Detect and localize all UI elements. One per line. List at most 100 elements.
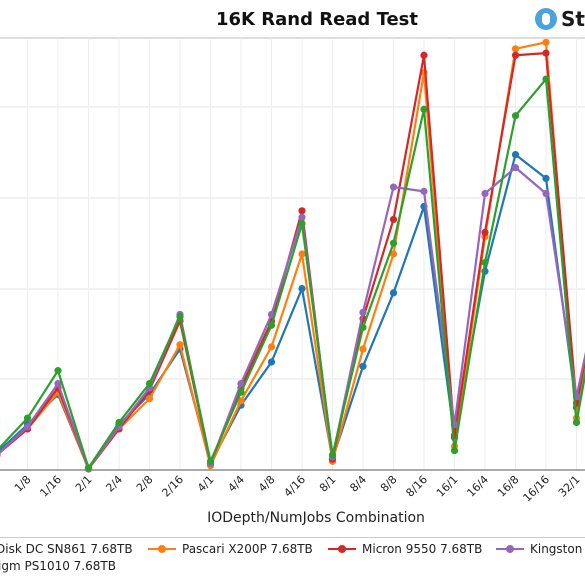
data-point (176, 313, 184, 321)
legend: Disk DC SN861 7.68TB Pascari X200P 7.68T… (0, 537, 585, 578)
data-point (420, 51, 428, 59)
data-point (389, 215, 398, 224)
x-tick-label: 8/1 (317, 473, 339, 495)
x-tick-label: 4/8 (256, 473, 278, 495)
x-tick-label: 16/8 (495, 473, 522, 500)
data-point (23, 423, 32, 431)
legend-label-pascari: Pascari X200P 7.68TB (182, 542, 313, 556)
data-point (267, 321, 276, 329)
x-axis-label: IODepth/NumJobs Combination (207, 510, 425, 526)
series-group (0, 38, 585, 473)
legend-item-sigm: igm PS1010 7.68TB (0, 559, 116, 573)
legend-swatch-pascari (148, 543, 176, 555)
data-point (511, 164, 520, 172)
data-point (54, 367, 62, 375)
data-point (359, 308, 367, 316)
brand-text: Sto (561, 7, 585, 31)
data-point (176, 341, 184, 349)
x-tick-label: 16/4 (464, 473, 491, 500)
data-point (84, 464, 93, 472)
data-point (0, 452, 1, 457)
x-tick-label: 8/4 (347, 473, 369, 495)
data-point (450, 446, 459, 455)
series-2 (0, 49, 585, 473)
brand-logo: Sto (535, 6, 585, 32)
x-tick-label: 4/16 (281, 473, 308, 500)
data-point (420, 105, 428, 113)
legend-label-kingston: Kingston (530, 542, 583, 556)
series-3 (0, 164, 585, 473)
data-point (389, 239, 398, 247)
legend-swatch-micron (328, 543, 356, 555)
x-tick-label: 2/4 (103, 473, 125, 495)
x-tick-label: 4/1 (195, 473, 217, 495)
legend-item-wd: Disk DC SN861 7.68TB (0, 542, 133, 556)
x-tick-label: 1/16 (37, 473, 64, 500)
legend-label-sigm: igm PS1010 7.68TB (0, 559, 116, 573)
storage-review-logo-icon (535, 8, 557, 30)
data-point (298, 213, 306, 221)
data-point (298, 220, 306, 228)
x-tick-label: 2/8 (134, 473, 156, 495)
data-point (389, 250, 398, 258)
x-tick-label: 2/16 (159, 473, 186, 500)
x-tick-labels: 1/4 1/8 1/16 2/1 2/4 2/8 2/16 4/1 4/4 4/8 4/16 8/1 8… (0, 473, 583, 505)
x-tick-label: 16/1 (434, 473, 461, 500)
data-point (328, 451, 337, 459)
data-point (359, 345, 367, 353)
series-line (0, 77, 585, 469)
x-tick-label: 8/8 (378, 473, 400, 495)
x-tick-label: 1/4 (0, 473, 3, 495)
series-line (0, 166, 585, 470)
data-point (511, 112, 520, 120)
data-point (145, 395, 154, 403)
data-point (481, 259, 489, 267)
legend-item-kingston: Kingston (496, 542, 582, 556)
data-point (359, 323, 367, 332)
x-tick-label: 2/1 (73, 473, 95, 495)
data-point (145, 380, 154, 388)
legend-label-micron: Micron 9550 7.68TB (362, 542, 483, 556)
legend-swatch-kingston (496, 543, 524, 555)
x-tick-label: 1/8 (12, 473, 34, 495)
data-point (481, 228, 489, 236)
legend-label-wd: Disk DC SN861 7.68TB (0, 542, 133, 556)
x-tick-label: 16/16 (521, 473, 553, 505)
data-point (54, 380, 62, 388)
data-point (298, 284, 306, 293)
data-point (237, 388, 245, 396)
data-point (542, 38, 550, 46)
data-point (267, 343, 276, 351)
legend-item-micron: Micron 9550 7.68TB (328, 542, 482, 556)
data-point (23, 414, 32, 422)
data-point (0, 448, 1, 453)
data-point (298, 207, 306, 215)
chart-title: 16K Rand Read Test (215, 9, 419, 30)
data-point (420, 187, 428, 195)
series-line (0, 52, 585, 470)
data-point (389, 183, 398, 191)
data-point (542, 49, 550, 57)
data-point (359, 362, 367, 370)
data-point (511, 151, 520, 159)
data-point (481, 189, 489, 198)
series-4 (0, 75, 585, 472)
data-point (298, 250, 306, 258)
data-point (115, 418, 123, 427)
data-point (542, 189, 550, 198)
x-tick-label: 4/4 (225, 473, 247, 495)
data-point (542, 75, 550, 83)
data-point (572, 418, 581, 427)
data-point (389, 289, 398, 297)
x-tick-label: 32/1 (556, 473, 583, 500)
data-point (237, 397, 245, 405)
data-point (511, 45, 520, 53)
data-point (511, 51, 520, 59)
data-point (267, 358, 276, 366)
legend-item-pascari: Pascari X200P 7.68TB (148, 542, 313, 556)
data-point (542, 174, 550, 182)
x-tick-label: 8/16 (403, 473, 430, 500)
data-point (206, 457, 215, 465)
data-point (237, 380, 245, 388)
